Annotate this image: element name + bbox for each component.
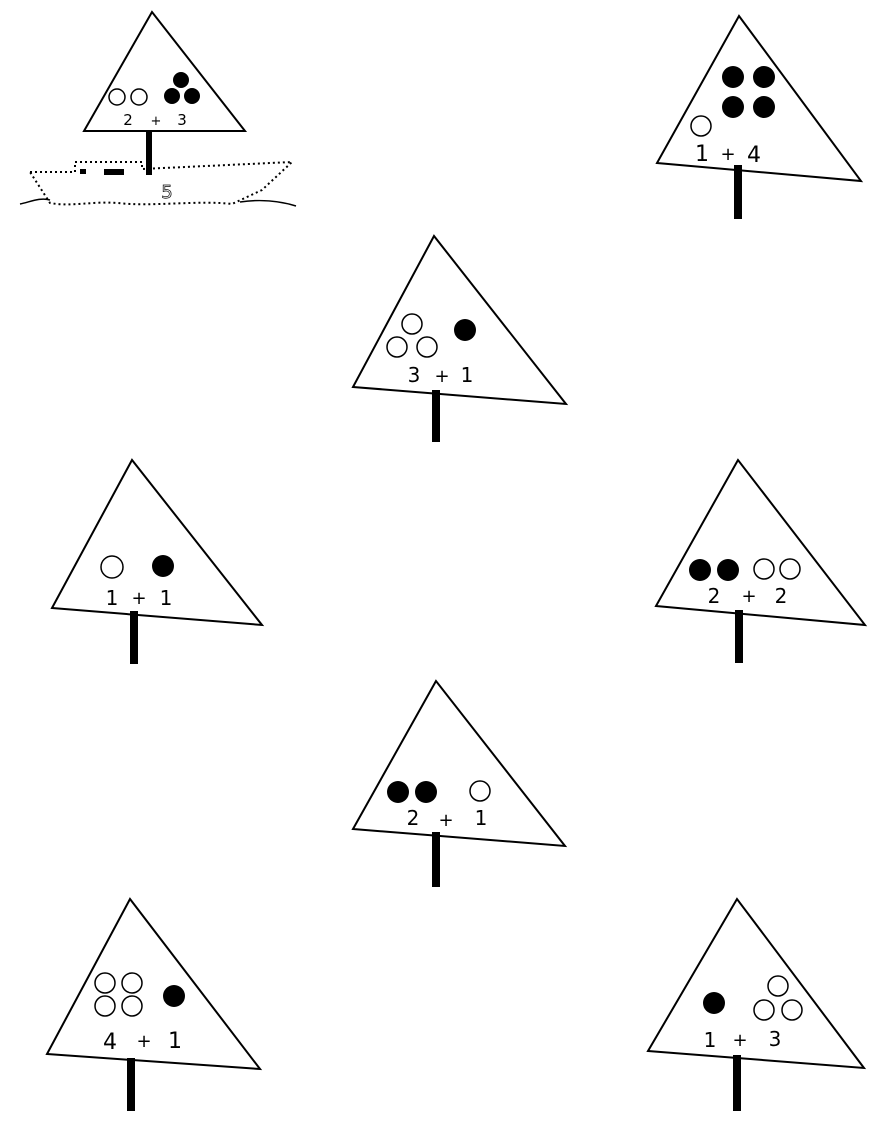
boat: 5 <box>19 160 297 207</box>
open-dot <box>469 780 491 802</box>
mast <box>127 1058 135 1111</box>
open-dot <box>416 336 438 358</box>
open-dot <box>121 972 143 994</box>
open-dot <box>781 999 803 1021</box>
boat-answer: 5 <box>161 182 172 203</box>
mast <box>734 165 742 219</box>
mast <box>733 1055 741 1111</box>
open-dot <box>779 558 801 580</box>
open-dot <box>767 975 789 997</box>
plus-sign: + <box>131 588 146 609</box>
left-addend: 3 <box>408 363 421 387</box>
sail-4: 1 + 1 <box>50 458 265 664</box>
open-dot <box>94 995 116 1017</box>
right-addend: 4 <box>747 143 761 168</box>
left-addend: 2 <box>123 111 133 129</box>
open-dot <box>386 336 408 358</box>
water-line <box>19 198 51 205</box>
filled-dot <box>387 781 409 803</box>
sail-8: 1 + 3 <box>646 897 867 1111</box>
left-addend: 2 <box>407 806 420 830</box>
plus-sign: + <box>434 366 449 387</box>
open-dot <box>690 115 712 137</box>
sail-triangle <box>351 679 568 848</box>
filled-dot <box>184 88 200 104</box>
open-dot <box>121 995 143 1017</box>
open-dot <box>401 313 423 335</box>
filled-dot <box>753 66 775 88</box>
left-addend: 1 <box>106 586 119 610</box>
sail-1: 5 2 + 3 <box>19 10 297 207</box>
plus-sign: + <box>720 144 735 165</box>
right-addend: 1 <box>475 806 488 830</box>
water-line <box>239 199 297 207</box>
open-dot <box>100 555 124 579</box>
filled-dot <box>689 559 711 581</box>
sail-triangle <box>351 234 569 406</box>
filled-dot <box>703 992 725 1014</box>
open-dot <box>753 999 775 1021</box>
filled-dot <box>722 96 744 118</box>
filled-dot <box>722 66 744 88</box>
cabin-window <box>104 169 124 175</box>
right-addend: 1 <box>160 586 173 610</box>
sail-triangle <box>646 897 867 1070</box>
sail-7: 4 + 1 <box>45 897 263 1111</box>
sail-3: 3 + 1 <box>351 234 569 442</box>
filled-dot <box>753 96 775 118</box>
filled-dot <box>717 559 739 581</box>
filled-dot <box>164 88 180 104</box>
filled-dot <box>173 72 189 88</box>
left-addend: 4 <box>103 1030 117 1055</box>
right-addend: 2 <box>775 584 788 608</box>
filled-dot <box>163 985 185 1007</box>
plus-sign: + <box>136 1031 151 1052</box>
left-addend: 2 <box>708 584 721 608</box>
sail-triangle <box>654 458 868 627</box>
mast <box>432 390 440 442</box>
open-dot <box>753 558 775 580</box>
sail-5: 2 + 2 <box>654 458 868 663</box>
filled-dot <box>454 319 476 341</box>
filled-dot <box>415 781 437 803</box>
sail-triangle <box>45 897 263 1071</box>
sail-6: 2 + 1 <box>351 679 568 887</box>
mast <box>735 610 743 663</box>
cabin-window <box>80 169 86 174</box>
filled-dot <box>152 555 174 577</box>
plus-sign: + <box>438 810 453 831</box>
boat-hull <box>28 160 295 206</box>
mast <box>130 611 138 664</box>
plus-sign: + <box>741 586 756 607</box>
plus-sign: + <box>151 114 162 129</box>
left-addend: 1 <box>695 142 709 167</box>
open-dot <box>94 972 116 994</box>
right-addend: 3 <box>769 1027 782 1051</box>
left-addend: 1 <box>704 1028 717 1052</box>
mast <box>146 131 152 175</box>
right-addend: 3 <box>177 111 187 129</box>
sail-2: 1 + 4 <box>655 14 864 219</box>
right-addend: 1 <box>168 1029 182 1054</box>
sail-triangle <box>82 10 248 132</box>
mast <box>432 832 440 887</box>
plus-sign: + <box>732 1030 747 1051</box>
sail-triangle <box>50 458 265 627</box>
right-addend: 1 <box>461 363 474 387</box>
open-dot <box>108 88 126 106</box>
open-dot <box>130 88 148 106</box>
